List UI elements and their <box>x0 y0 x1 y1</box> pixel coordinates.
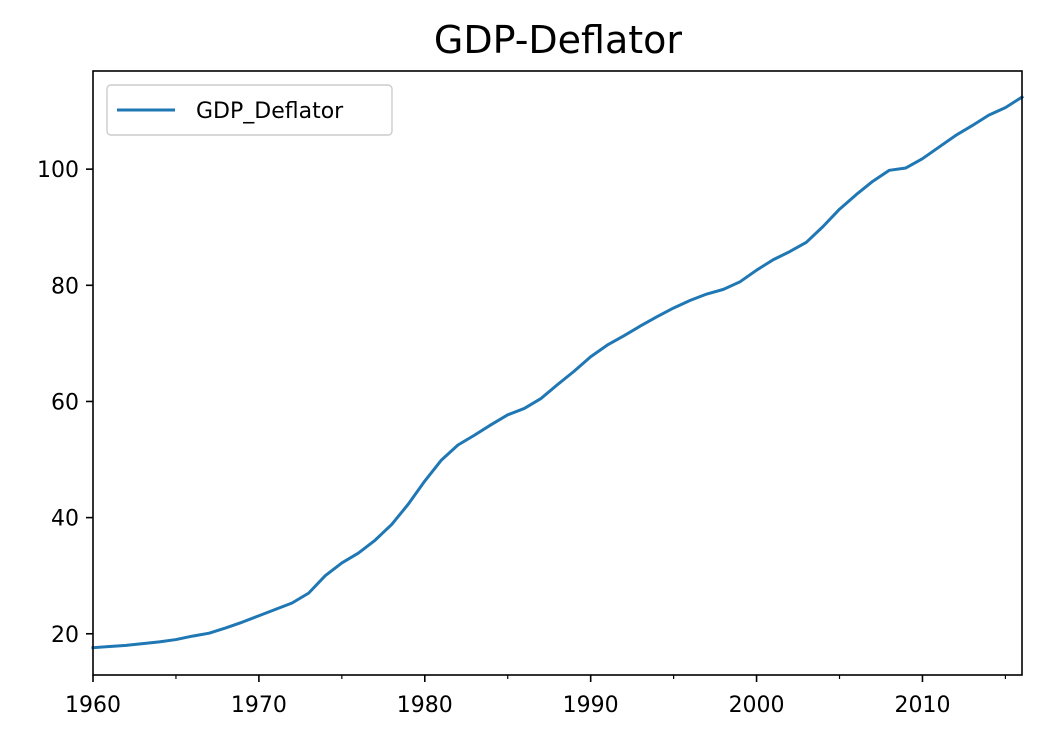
y-tick-label: 20 <box>51 623 79 648</box>
series-line <box>91 95 1025 650</box>
y-tick-label: 60 <box>51 390 79 415</box>
y-tick-label: 80 <box>51 274 79 299</box>
y-tick-label: 40 <box>51 507 79 532</box>
axes-frame <box>92 70 1023 676</box>
x-tick-label: 2000 <box>729 693 785 718</box>
y-tick-label: 100 <box>37 158 79 183</box>
x-tick-label: 2010 <box>894 693 950 718</box>
plot-area <box>91 95 1025 650</box>
x-tick-label: 1980 <box>397 693 453 718</box>
legend: GDP_Deflator <box>106 84 393 136</box>
legend-label: GDP_Deflator <box>196 99 344 124</box>
x-tick-label: 1970 <box>231 693 287 718</box>
x-tick-label: 1990 <box>563 693 619 718</box>
chart-title: GDP-Deflator <box>434 18 683 62</box>
x-tick-label: 1960 <box>65 693 121 718</box>
axes: 1960 1970 1980 1990 2000 2010 20 40 60 80 100 <box>37 70 1023 718</box>
legend-box <box>106 84 393 136</box>
